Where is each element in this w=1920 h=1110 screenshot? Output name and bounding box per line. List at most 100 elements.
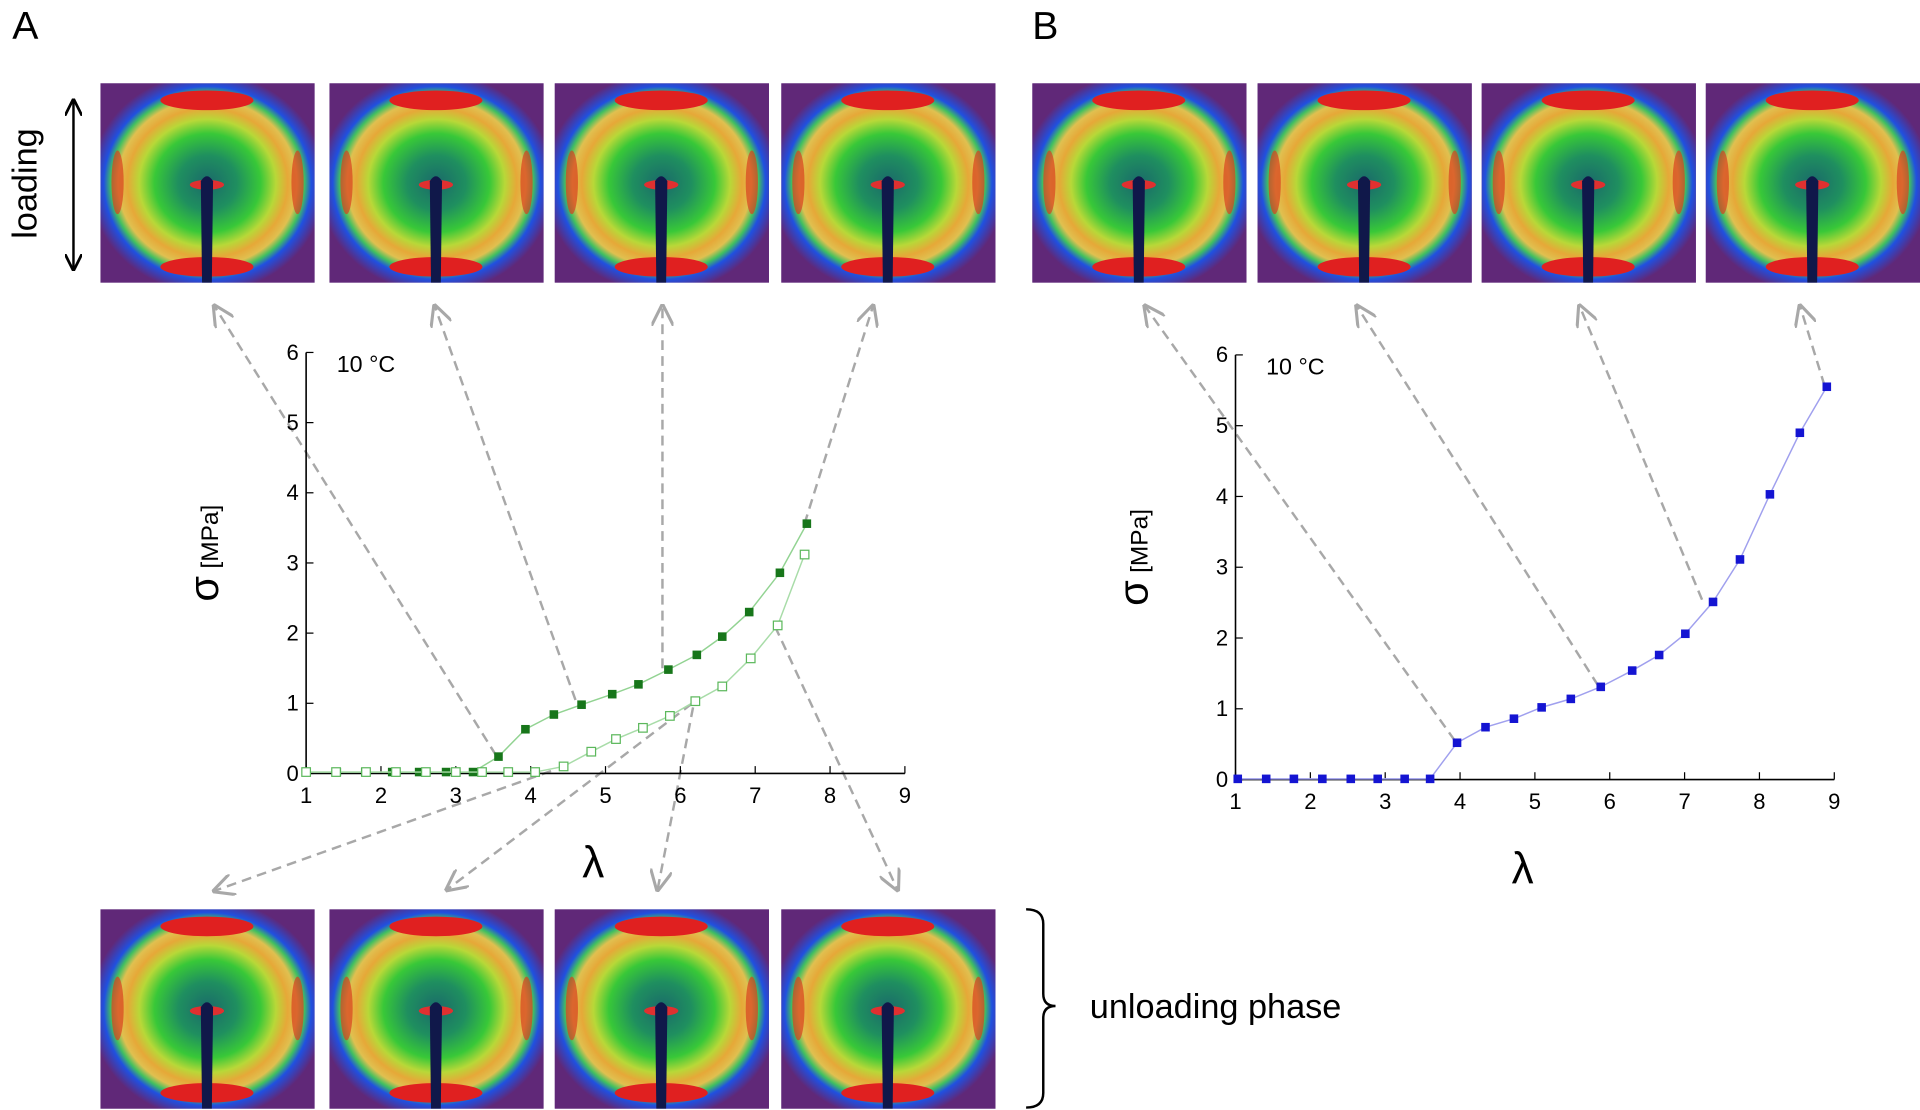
y-tick-label: 6 — [287, 340, 299, 365]
images — [100, 83, 1920, 1109]
data-point — [1822, 382, 1832, 392]
x-tick-label: 8 — [824, 783, 836, 808]
data-point — [634, 680, 643, 689]
y-tick-label: 3 — [1216, 555, 1228, 580]
data-point — [1481, 722, 1490, 732]
arrows — [73, 100, 1826, 1109]
data-point — [361, 767, 371, 777]
y-tick-label: 0 — [1216, 767, 1228, 792]
data-point — [802, 519, 812, 528]
x-tick-label: 3 — [1379, 789, 1391, 814]
data-point — [638, 722, 648, 733]
loading-label: loading — [7, 128, 45, 238]
data-point — [1708, 597, 1718, 607]
data-point — [1735, 555, 1745, 564]
x-tick-label: 7 — [749, 783, 761, 808]
data-point — [799, 549, 810, 560]
y-axis-label: σ [MPa] — [180, 505, 227, 602]
data-point — [664, 665, 673, 674]
data-point — [1795, 428, 1805, 438]
data-point — [1596, 682, 1606, 692]
data-point — [1400, 774, 1409, 784]
x-axis-label: λ — [582, 838, 604, 887]
data-point — [692, 650, 702, 660]
data-point — [1566, 694, 1576, 704]
data-point — [494, 752, 503, 761]
x-tick-label: 4 — [1454, 789, 1466, 814]
y-tick-label: 2 — [287, 620, 299, 645]
data-point — [450, 767, 461, 777]
x-tick-label: 9 — [899, 783, 911, 808]
data-point — [577, 700, 586, 709]
y-tick-label: 0 — [287, 761, 299, 786]
x-tick-label: 6 — [1604, 789, 1616, 814]
data-point — [558, 761, 569, 772]
x-tick-label: 6 — [674, 783, 686, 808]
data-point — [1452, 738, 1462, 748]
data-point — [744, 607, 754, 617]
series-line — [306, 554, 806, 773]
y-tick-label: 1 — [287, 691, 299, 716]
data-point — [549, 710, 559, 719]
data-point — [420, 767, 431, 777]
data-point — [1261, 774, 1271, 784]
data-point — [301, 767, 312, 777]
y-tick-label: 4 — [287, 480, 299, 505]
data-point — [1373, 774, 1383, 784]
y-tick-label: 5 — [287, 410, 299, 435]
data-point — [477, 767, 487, 777]
data-point — [772, 620, 783, 631]
data-point — [1681, 629, 1690, 639]
data-point — [1627, 666, 1637, 675]
data-point — [391, 767, 401, 777]
data-point — [690, 696, 701, 707]
x-tick-label: 1 — [300, 783, 312, 808]
y-tick-label: 1 — [1216, 696, 1228, 721]
x-tick-label: 5 — [1529, 789, 1541, 814]
data-point — [1654, 650, 1664, 660]
data-point — [607, 689, 617, 699]
series-line — [1237, 386, 1828, 780]
data-point — [775, 568, 785, 578]
panel-label: A — [12, 5, 39, 48]
data-point — [1289, 774, 1299, 784]
data-point — [1233, 774, 1243, 784]
y-axis-label: σ [MPa] — [1109, 509, 1156, 606]
data-point — [664, 711, 675, 721]
data-point — [530, 767, 541, 777]
unloading-label: unloading phase — [1090, 988, 1342, 1026]
data-point — [586, 746, 597, 757]
data-point — [1537, 703, 1546, 712]
data-point — [331, 767, 341, 777]
annotation: 10 °C — [337, 351, 395, 377]
data-point — [1318, 774, 1327, 784]
y-axis-unit: [MPa] — [1126, 509, 1153, 573]
data-point — [717, 681, 728, 692]
y-axis-symbol: σ — [180, 576, 227, 602]
x-tick-label: 2 — [375, 783, 387, 808]
x-tick-label: 1 — [1229, 789, 1241, 814]
data-point — [503, 767, 514, 777]
x-tick-label: 3 — [450, 783, 462, 808]
data-point — [1346, 774, 1356, 784]
data-point — [717, 632, 727, 641]
panel-label: B — [1032, 5, 1058, 48]
x-tick-label: 8 — [1753, 789, 1765, 814]
y-tick-label: 3 — [287, 550, 299, 575]
x-axis-label: λ — [1512, 845, 1534, 894]
x-tick-label: 5 — [599, 783, 611, 808]
annotation: 10 °C — [1266, 353, 1324, 379]
data-point — [1509, 714, 1519, 723]
data-point — [611, 734, 621, 744]
data-point — [745, 653, 756, 664]
x-tick-label: 7 — [1678, 789, 1690, 814]
y-axis-unit: [MPa] — [197, 505, 224, 569]
y-tick-label: 2 — [1216, 625, 1228, 650]
y-axis-symbol: σ — [1109, 580, 1156, 606]
x-tick-label: 9 — [1828, 789, 1840, 814]
y-tick-label: 5 — [1216, 413, 1228, 438]
data-point — [1765, 490, 1775, 499]
data-point — [521, 724, 530, 734]
